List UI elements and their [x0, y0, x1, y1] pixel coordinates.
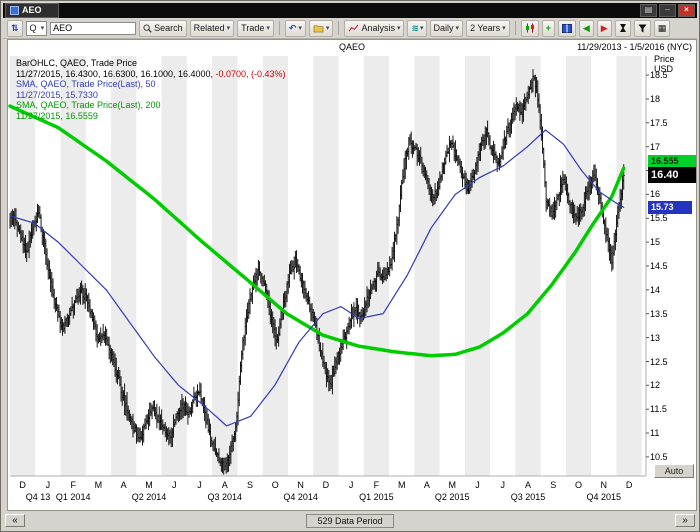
data-period-status: 529 Data Period: [306, 513, 394, 528]
folder-icon: [313, 24, 324, 32]
chevron-down-icon: ▾: [266, 24, 270, 32]
legend-sma50-series: SMA, QAEO, Trade Price(Last), 50: [16, 79, 156, 89]
chevron-down-icon: ▾: [455, 24, 460, 32]
legend-sma200-value: 11/27/2015, 16.5559: [16, 110, 98, 121]
grid-view-button[interactable]: ▦: [653, 19, 671, 37]
chevron-down-icon: ▾: [40, 24, 45, 32]
candlestick-icon: [525, 23, 534, 33]
left-arrow-icon: ◀: [582, 22, 590, 33]
y-axis-title: Price USD: [654, 54, 675, 74]
y-axis-title-price: Price: [654, 54, 675, 64]
chart-panel: 18.51817.51716.51615.51514.51413.51312.5…: [7, 39, 697, 511]
panel-layout-icon: [561, 23, 572, 33]
range-value: 2 Years: [470, 23, 501, 33]
app-icon: [10, 5, 19, 15]
analysis-label: Analysis: [361, 23, 395, 33]
security-type-value: Q: [29, 23, 37, 33]
symbol-input[interactable]: [50, 21, 137, 35]
chevron-down-icon: ▾: [420, 24, 423, 32]
status-bar: « 529 Data Period »: [3, 512, 697, 529]
chart-style-button[interactable]: [520, 19, 539, 37]
related-button[interactable]: Related ▾: [189, 19, 235, 37]
y-axis-title-usd: USD: [654, 64, 674, 74]
legend-sma50-value: 11/27/2015, 15.7330: [16, 89, 98, 100]
plus-icon: +: [545, 23, 551, 33]
search-button[interactable]: Search: [139, 19, 187, 37]
undo-icon: ↶: [288, 22, 297, 33]
zoom-button[interactable]: [614, 19, 631, 37]
search-icon: [143, 23, 152, 33]
scroll-left-button[interactable]: «: [5, 514, 25, 527]
sma50-price-tag: 15.73: [648, 200, 692, 214]
minimize-button[interactable]: –: [659, 4, 676, 17]
plot-area[interactable]: [8, 40, 696, 510]
legend-sma200-series: SMA, QAEO, Trade Price(Last), 200: [16, 100, 161, 110]
legend-change-value: -0.0700, (-0.43%): [213, 68, 286, 79]
hourglass-icon: [619, 24, 626, 32]
chevron-down-icon: ▾: [502, 24, 506, 32]
symbol-tab[interactable]: AEO: [5, 3, 59, 18]
security-type-select[interactable]: Q ▾: [25, 20, 48, 36]
right-arrow-icon: ▶: [600, 22, 608, 33]
scroll-right-button[interactable]: »: [674, 514, 695, 527]
symbol-tab-label: AEO: [22, 5, 42, 15]
chevron-down-icon: ▾: [298, 24, 302, 32]
compare-button[interactable]: ≋ ▾: [407, 19, 427, 37]
funnel-icon: [638, 24, 647, 32]
range-select[interactable]: 2 Years ▾: [466, 19, 510, 37]
chevron-down-icon: ▾: [396, 24, 401, 32]
last-price-tag: 16.40: [648, 167, 696, 184]
analysis-line-icon: [349, 24, 359, 32]
menu-grid-icon[interactable]: ▤: [640, 4, 657, 17]
search-label: Search: [154, 23, 183, 33]
legend-bar-values: 11/27/2015, 16.4300, 16.6300, 16.1000, 1…: [16, 68, 286, 79]
symbol-nav-button[interactable]: ⇅: [7, 19, 23, 37]
auto-scale-button[interactable]: Auto: [654, 464, 694, 478]
title-bar: AEO ▤ – ×: [3, 3, 697, 18]
chevron-down-icon: ▾: [325, 24, 330, 32]
up-down-arrows-icon: ⇅: [11, 22, 19, 33]
pan-right-button[interactable]: ▶: [596, 19, 612, 37]
chart-title: QAEO: [338, 42, 365, 52]
toolbar-separator: [278, 21, 280, 35]
trade-label: Trade: [241, 23, 265, 33]
grid-icon: ▦: [657, 22, 667, 33]
pan-left-button[interactable]: ◀: [578, 19, 594, 37]
toolbar: ⇅ Q ▾ Search Related ▾ Trade ▾ ↶ ▾ ▾: [3, 18, 697, 39]
analysis-button[interactable]: Analysis ▾: [344, 19, 405, 37]
close-button[interactable]: ×: [678, 4, 695, 17]
toolbar-separator: [514, 21, 516, 35]
open-layout-button[interactable]: ▾: [308, 19, 334, 37]
undo-button[interactable]: ↶ ▾: [284, 19, 306, 37]
toolbar-separator: [338, 21, 340, 35]
related-label: Related: [193, 23, 225, 33]
trade-button[interactable]: Trade ▾: [237, 19, 274, 37]
sma200-price-tag: 16.555: [648, 154, 696, 168]
chart-legend: BarOHLC, QAEO, Trade Price 11/27/2015, 1…: [16, 58, 286, 121]
filter-button[interactable]: [633, 19, 651, 37]
legend-bar-series: BarOHLC, QAEO, Trade Price: [16, 58, 138, 68]
wave-icon: ≋: [411, 22, 419, 33]
chart-date-range: 11/29/2013 - 1/5/2016 (NYC): [577, 42, 692, 52]
layout-button[interactable]: [557, 19, 576, 37]
period-value: Daily: [433, 23, 454, 33]
period-select[interactable]: Daily ▾: [429, 19, 464, 37]
window-controls: ▤ – ×: [640, 4, 697, 17]
chevron-down-icon: ▾: [226, 24, 231, 32]
add-study-button[interactable]: +: [541, 19, 555, 37]
